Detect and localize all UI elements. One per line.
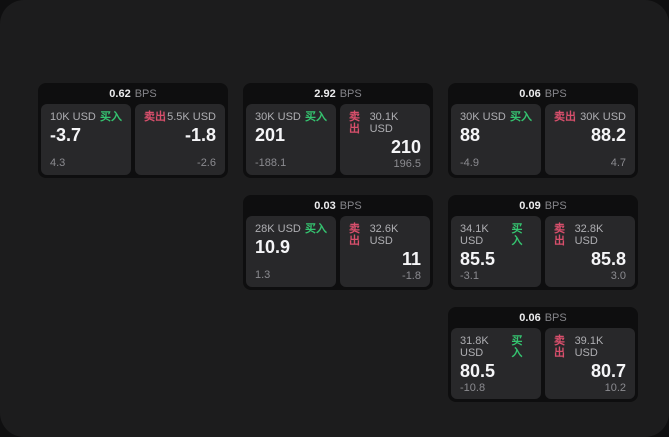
sell-side-label: 卖出 [144,111,166,123]
sell-notional: 39.1K USD [574,335,604,360]
sell-price: 85.8 [590,249,626,270]
sell-quote-panel[interactable]: 卖出 39.1K USD 80.7 10.2 [545,328,635,399]
sell-side-label: 卖出 [554,335,565,360]
quote-card: 0.06 BPS 31.8K USD 买入 80.5 -10.8 卖出 39.1… [448,307,638,402]
buy-delta: 1.3 [255,269,271,281]
buy-price: 10.9 [255,237,291,258]
card-header: 2.92 BPS [243,83,433,104]
buy-side-label: 买入 [100,111,122,123]
buy-side-label: 买入 [511,223,523,248]
sell-delta: 3.0 [610,269,626,282]
sell-notional: 30K USD [580,111,626,123]
quote-card: 2.92 BPS 30K USD 买入 201 -188.1 卖出 30.1K … [243,83,433,178]
bps-value: 0.62 [109,87,131,100]
quote-card: 0.09 BPS 34.1K USD 买入 85.5 -3.1 卖出 32.8K… [448,195,638,290]
sell-price: 210 [390,137,421,158]
buy-quote-panel[interactable]: 31.8K USD 买入 80.5 -10.8 [451,328,541,399]
buy-quote-panel[interactable]: 30K USD 买入 201 -188.1 [246,104,336,175]
card-header: 0.06 BPS [448,83,638,104]
buy-price: -3.7 [50,125,82,146]
sell-delta: -2.6 [197,157,216,169]
quote-card: 0.06 BPS 30K USD 买入 88 -4.9 卖出 30K USD 8… [448,83,638,178]
card-header: 0.62 BPS [38,83,228,104]
sell-delta: -1.8 [402,269,421,282]
buy-delta: -188.1 [255,157,287,169]
buy-notional: 10K USD [50,111,96,123]
buy-quote-panel[interactable]: 30K USD 买入 88 -4.9 [451,104,541,175]
bps-value: 0.06 [519,87,541,100]
buy-delta: -4.9 [460,157,479,169]
sell-quote-panel[interactable]: 卖出 32.6K USD 11 -1.8 [340,216,430,287]
buy-notional: 34.1K USD [460,223,489,248]
quote-card: 0.03 BPS 28K USD 买入 10.9 1.3 卖出 32.6K US… [243,195,433,290]
sell-side-label: 卖出 [554,223,565,248]
sell-delta: 196.5 [393,157,421,170]
sell-side-label: 卖出 [349,223,360,248]
bps-unit-label: BPS [544,311,567,324]
sell-delta: 10.2 [604,381,626,394]
sell-price: -1.8 [184,125,216,146]
sell-price: 88.2 [590,125,626,146]
buy-side-label: 买入 [305,223,327,235]
buy-price: 85.5 [460,249,496,270]
card-header: 0.06 BPS [448,307,638,328]
card-header: 0.03 BPS [243,195,433,216]
buy-side-label: 买入 [510,111,532,123]
sell-price: 11 [401,249,421,270]
quote-card: 0.62 BPS 10K USD 买入 -3.7 4.3 卖出 5.5K USD… [38,83,228,178]
bps-value: 0.03 [314,199,336,212]
sell-notional: 32.8K USD [574,223,604,248]
sell-quote-panel[interactable]: 卖出 30K USD 88.2 4.7 [545,104,635,175]
buy-price: 88 [460,125,481,146]
bps-unit-label: BPS [339,199,362,212]
bps-value: 0.06 [519,311,541,324]
buy-delta: -3.1 [460,269,479,282]
sell-side-label: 卖出 [554,111,576,123]
buy-notional: 30K USD [255,111,301,123]
bps-unit-label: BPS [134,87,157,100]
bps-unit-label: BPS [544,199,567,212]
buy-price: 80.5 [460,361,496,382]
buy-notional: 30K USD [460,111,506,123]
buy-side-label: 买入 [305,111,327,123]
bps-value: 2.92 [314,87,336,100]
sell-quote-panel[interactable]: 卖出 5.5K USD -1.8 -2.6 [135,104,225,175]
sell-side-label: 卖出 [349,111,360,136]
sell-notional: 5.5K USD [167,111,216,123]
sell-delta: 4.7 [610,157,626,169]
buy-delta: -10.8 [460,381,486,394]
buy-notional: 31.8K USD [460,335,489,360]
sell-quote-panel[interactable]: 卖出 32.8K USD 85.8 3.0 [545,216,635,287]
sell-price: 80.7 [590,361,626,382]
bps-unit-label: BPS [544,87,567,100]
buy-quote-panel[interactable]: 10K USD 买入 -3.7 4.3 [41,104,131,175]
buy-side-label: 买入 [511,335,523,360]
buy-price: 201 [255,125,286,146]
bps-value: 0.09 [519,199,541,212]
sell-notional: 32.6K USD [369,223,399,248]
buy-delta: 4.3 [50,157,66,169]
card-header: 0.09 BPS [448,195,638,216]
bps-unit-label: BPS [339,87,362,100]
sell-quote-panel[interactable]: 卖出 30.1K USD 210 196.5 [340,104,430,175]
buy-notional: 28K USD [255,223,301,235]
buy-quote-panel[interactable]: 34.1K USD 买入 85.5 -3.1 [451,216,541,287]
sell-notional: 30.1K USD [369,111,399,136]
buy-quote-panel[interactable]: 28K USD 买入 10.9 1.3 [246,216,336,287]
